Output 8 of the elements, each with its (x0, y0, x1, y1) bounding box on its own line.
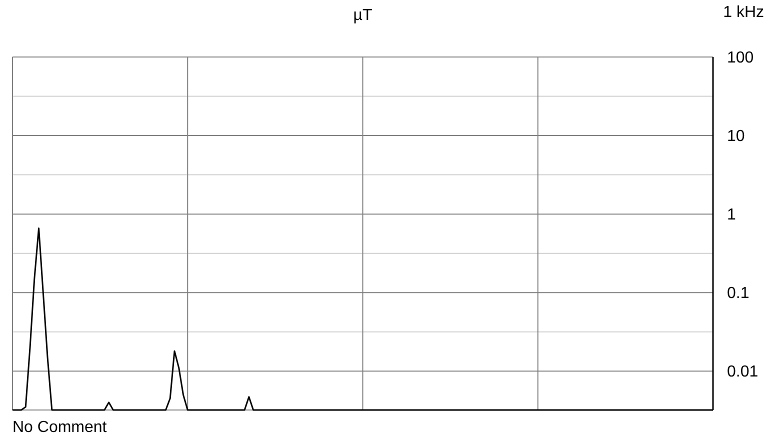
text: 1 kHz (723, 4, 764, 21)
chart-title: µT (353, 7, 372, 24)
text: No Comment (12, 419, 108, 436)
y-tick-label: 10 (727, 128, 745, 146)
y-tick-label: 0.01 (727, 364, 758, 381)
y-tick-label: 0.1 (727, 285, 750, 302)
y-tick-label: 100 (727, 50, 754, 67)
y-tick-label: 1 (727, 206, 736, 224)
